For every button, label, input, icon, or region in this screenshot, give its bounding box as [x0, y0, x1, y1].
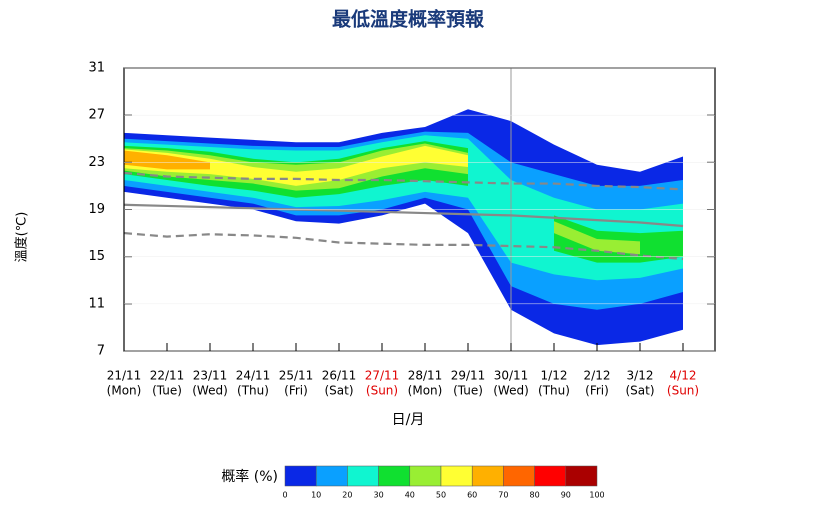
y-tick-label: 31 [88, 61, 105, 76]
colorbar-swatch [347, 465, 379, 487]
x-weekday-label: (Mon) [408, 384, 443, 398]
y-tick-label: 27 [88, 108, 105, 123]
percentile-line [123, 171, 684, 191]
x-tick-label: 3/12 [627, 369, 654, 383]
x-tick-label: 23/11 [193, 369, 228, 383]
colorbar-swatch [440, 465, 473, 487]
colorbar-tick-label: 40 [405, 491, 415, 500]
x-weekday-label: (Tue) [453, 384, 483, 398]
colorbar-swatch [534, 465, 567, 487]
x-weekday-label: (Sun) [366, 384, 398, 398]
x-weekday-label: (Fri) [284, 384, 308, 398]
colorbar-swatch [284, 465, 317, 487]
x-tick-label: 27/11 [365, 369, 400, 383]
colorbar-tick-label: 20 [342, 491, 352, 500]
x-weekday-label: (Sat) [324, 384, 353, 398]
y-tick-label: 7 [97, 344, 105, 359]
x-tick-label: 1/12 [541, 369, 568, 383]
colorbar-swatch [565, 465, 598, 487]
percentile-line [123, 231, 684, 261]
x-tick-label: 26/11 [322, 369, 357, 383]
colorbar-tick-label: 60 [467, 491, 477, 500]
colorbar-swatch [409, 465, 442, 487]
x-tick-label: 28/11 [408, 369, 443, 383]
colorbar-tick-label: 70 [498, 491, 508, 500]
percentile-line [123, 203, 684, 228]
x-tick-label: 30/11 [494, 369, 529, 383]
x-weekday-label: (Thu) [538, 384, 570, 398]
y-tick-label: 15 [88, 249, 105, 264]
colorbar-swatch [378, 465, 411, 487]
colorbar-tick-label: 80 [530, 491, 540, 500]
x-weekday-label: (Thu) [237, 384, 269, 398]
colorbar-tick-label: 30 [374, 491, 384, 500]
bands [124, 109, 683, 346]
lines [123, 171, 684, 261]
axes: 711151923273121/11(Mon)22/11(Tue)23/11(W… [88, 61, 715, 398]
colorbar-tick-label: 0 [282, 491, 287, 500]
colorbar-tick-label: 50 [436, 491, 446, 500]
x-weekday-label: (Fri) [585, 384, 609, 398]
x-weekday-label: (Wed) [192, 384, 228, 398]
probability-band [554, 215, 683, 263]
y-tick-label: 19 [88, 202, 105, 217]
probability-band [124, 150, 210, 170]
y-tick-label: 11 [88, 296, 105, 311]
probability-band [554, 221, 640, 255]
x-tick-label: 29/11 [451, 369, 486, 383]
x-weekday-label: (Mon) [107, 384, 142, 398]
x-weekday-label: (Sun) [667, 384, 699, 398]
x-tick-label: 4/12 [670, 369, 697, 383]
x-tick-label: 21/11 [107, 369, 142, 383]
colorbar-swatch [315, 465, 348, 487]
x-tick-label: 25/11 [279, 369, 314, 383]
x-tick-label: 2/12 [584, 369, 611, 383]
colorbar-tick-label: 100 [589, 491, 604, 500]
probability-band [124, 143, 468, 191]
x-tick-label: 22/11 [150, 369, 185, 383]
y-axis-label: 溫度(℃) [14, 212, 30, 263]
x-weekday-label: (Sat) [625, 384, 654, 398]
colorbar-tick-label: 90 [561, 491, 571, 500]
colorbar-swatch [471, 465, 504, 487]
colorbar-label: 概率 (%) [221, 468, 278, 485]
x-weekday-label: (Wed) [493, 384, 529, 398]
chart-title: 最低溫度概率預報 [332, 8, 485, 31]
x-axis-label: 日/月 [392, 412, 425, 428]
colorbar-swatch [503, 465, 535, 487]
x-weekday-label: (Tue) [152, 384, 182, 398]
x-tick-label: 24/11 [236, 369, 271, 383]
y-tick-label: 23 [88, 155, 105, 170]
colorbar-tick-label: 10 [311, 491, 321, 500]
